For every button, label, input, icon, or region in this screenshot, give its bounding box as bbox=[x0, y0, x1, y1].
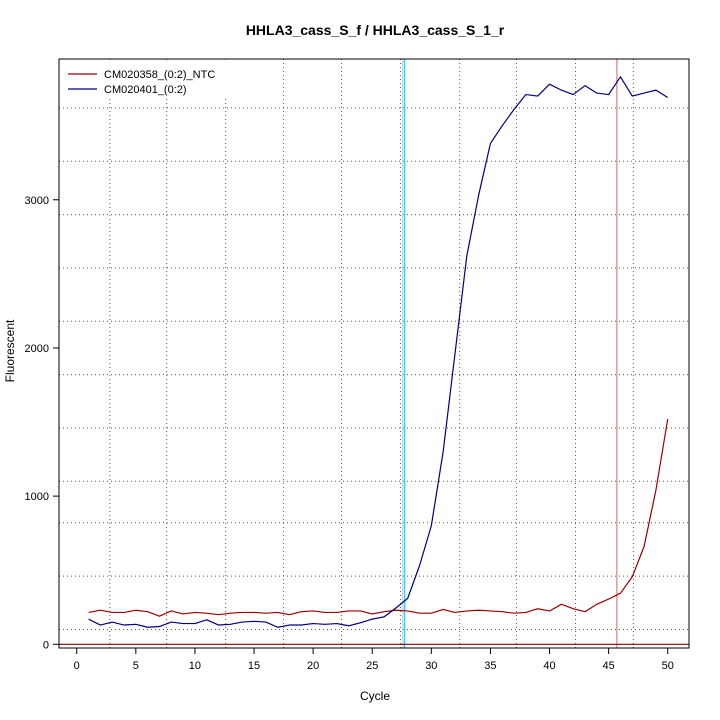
y-tick-label-1: 1000 bbox=[25, 491, 49, 503]
legend-label-ntc: CM020358_(0:2)_NTC bbox=[104, 69, 215, 81]
y-axis-label: Fluorescent bbox=[3, 319, 17, 382]
y-tick-label-2: 2000 bbox=[25, 343, 49, 355]
legend: CM020358_(0:2)_NTC CM020401_(0:2) bbox=[61, 61, 241, 99]
series-line-1 bbox=[88, 76, 669, 628]
x-tick-label-6: 30 bbox=[425, 660, 437, 672]
x-tick-label-5: 25 bbox=[366, 660, 378, 672]
series-layer bbox=[88, 76, 669, 628]
x-tick-label-8: 40 bbox=[543, 660, 555, 672]
grid bbox=[59, 59, 689, 648]
x-tick-label-9: 45 bbox=[602, 660, 614, 672]
series-line-0 bbox=[88, 418, 669, 617]
legend-box bbox=[61, 61, 241, 99]
chart-title: HHLA3_cass_S_f / HHLA3_cass_S_1_r bbox=[246, 22, 505, 38]
y-tick-label-3: 3000 bbox=[25, 195, 49, 207]
x-tick-label-2: 10 bbox=[189, 660, 201, 672]
x-tick-label-4: 20 bbox=[307, 660, 319, 672]
legend-label-sample: CM020401_(0:2) bbox=[104, 84, 187, 96]
x-tick-label-1: 5 bbox=[133, 660, 139, 672]
axes: 0 5 10 15 20 25 30 35 40 45 50 0 1000 2000 3000 bbox=[25, 195, 674, 672]
x-tick-label-7: 35 bbox=[484, 660, 496, 672]
reference-lines bbox=[59, 59, 689, 648]
x-tick-label-10: 50 bbox=[662, 660, 674, 672]
x-tick-label-3: 15 bbox=[248, 660, 260, 672]
y-tick-label-0: 0 bbox=[43, 639, 49, 651]
x-axis-label: Cycle bbox=[360, 689, 390, 703]
x-tick-label-0: 0 bbox=[74, 660, 80, 672]
plot-frame bbox=[58, 58, 690, 649]
